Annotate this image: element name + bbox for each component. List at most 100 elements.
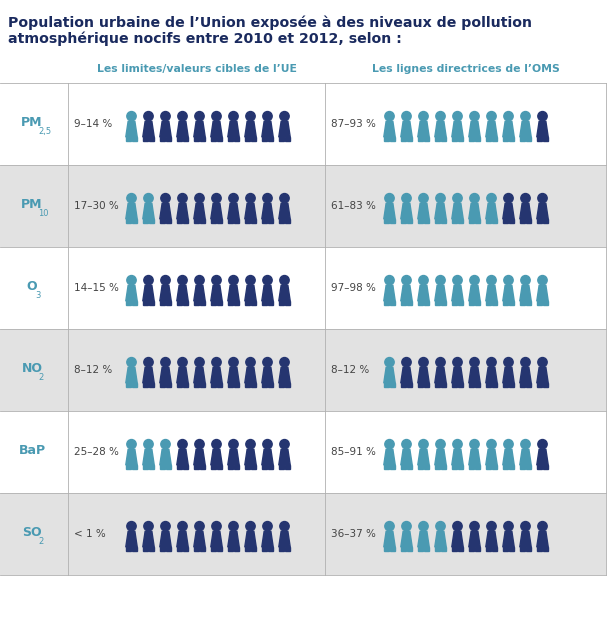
Polygon shape [251, 465, 256, 468]
Polygon shape [452, 465, 457, 468]
Circle shape [385, 275, 394, 285]
Circle shape [504, 193, 513, 203]
Polygon shape [401, 367, 412, 383]
Polygon shape [458, 301, 463, 305]
Text: 25–28 %: 25–28 % [74, 447, 119, 457]
Polygon shape [143, 531, 154, 547]
Polygon shape [251, 547, 256, 550]
Polygon shape [262, 285, 273, 301]
Polygon shape [160, 204, 171, 219]
Polygon shape [194, 367, 205, 383]
Circle shape [521, 275, 530, 285]
Circle shape [436, 522, 445, 531]
Polygon shape [126, 465, 131, 468]
Polygon shape [194, 219, 199, 223]
Polygon shape [486, 449, 497, 465]
Circle shape [419, 275, 428, 285]
Polygon shape [418, 122, 429, 137]
Polygon shape [486, 204, 497, 219]
Polygon shape [194, 449, 205, 465]
Circle shape [280, 358, 289, 367]
Polygon shape [384, 465, 389, 468]
Polygon shape [435, 301, 440, 305]
Polygon shape [441, 137, 446, 141]
Polygon shape [452, 204, 463, 219]
Polygon shape [424, 547, 429, 550]
Polygon shape [401, 285, 412, 301]
Polygon shape [234, 219, 239, 223]
Circle shape [178, 358, 187, 367]
Circle shape [229, 358, 238, 367]
Polygon shape [452, 301, 457, 305]
Circle shape [144, 193, 153, 203]
Polygon shape [452, 137, 457, 141]
Polygon shape [279, 219, 284, 223]
Polygon shape [234, 137, 239, 141]
Circle shape [470, 440, 479, 449]
Polygon shape [469, 219, 474, 223]
Polygon shape [228, 122, 240, 137]
Circle shape [161, 111, 170, 121]
Polygon shape [469, 547, 474, 550]
Polygon shape [384, 285, 395, 301]
Polygon shape [285, 547, 290, 550]
Polygon shape [424, 301, 429, 305]
Polygon shape [200, 465, 205, 468]
Polygon shape [543, 301, 548, 305]
Polygon shape [183, 547, 188, 550]
Polygon shape [177, 219, 182, 223]
Polygon shape [279, 465, 284, 468]
FancyBboxPatch shape [0, 411, 68, 493]
Circle shape [263, 358, 272, 367]
Circle shape [246, 111, 255, 121]
Polygon shape [132, 465, 137, 468]
Polygon shape [543, 383, 548, 387]
Polygon shape [166, 465, 170, 468]
Circle shape [144, 522, 153, 531]
Polygon shape [177, 285, 188, 301]
Circle shape [419, 358, 428, 367]
Polygon shape [262, 383, 267, 387]
Polygon shape [520, 465, 525, 468]
Polygon shape [543, 219, 548, 223]
Polygon shape [418, 449, 429, 465]
Polygon shape [160, 531, 171, 547]
Polygon shape [384, 137, 389, 141]
FancyBboxPatch shape [325, 83, 606, 165]
Circle shape [246, 275, 255, 285]
Polygon shape [401, 531, 412, 547]
Polygon shape [452, 367, 463, 383]
Polygon shape [229, 137, 233, 141]
Circle shape [538, 440, 547, 449]
Circle shape [402, 193, 411, 203]
Polygon shape [452, 547, 457, 550]
Text: 2: 2 [38, 373, 44, 382]
Polygon shape [268, 219, 273, 223]
Polygon shape [279, 531, 290, 547]
Circle shape [504, 111, 513, 121]
Polygon shape [435, 219, 440, 223]
Polygon shape [418, 285, 429, 301]
Polygon shape [441, 219, 446, 223]
Circle shape [521, 193, 530, 203]
Polygon shape [279, 449, 290, 465]
Polygon shape [268, 383, 273, 387]
Circle shape [178, 193, 187, 203]
Polygon shape [279, 367, 290, 383]
Polygon shape [520, 301, 525, 305]
Polygon shape [537, 465, 542, 468]
Circle shape [487, 193, 496, 203]
Polygon shape [435, 547, 440, 550]
Polygon shape [424, 465, 429, 468]
Text: 87–93 %: 87–93 % [331, 119, 376, 129]
Circle shape [127, 111, 136, 121]
Polygon shape [520, 367, 531, 383]
Circle shape [470, 358, 479, 367]
FancyBboxPatch shape [68, 247, 325, 329]
Polygon shape [183, 219, 188, 223]
Polygon shape [384, 547, 389, 550]
Polygon shape [245, 285, 256, 301]
Polygon shape [268, 465, 273, 468]
Polygon shape [520, 219, 525, 223]
Polygon shape [384, 531, 395, 547]
